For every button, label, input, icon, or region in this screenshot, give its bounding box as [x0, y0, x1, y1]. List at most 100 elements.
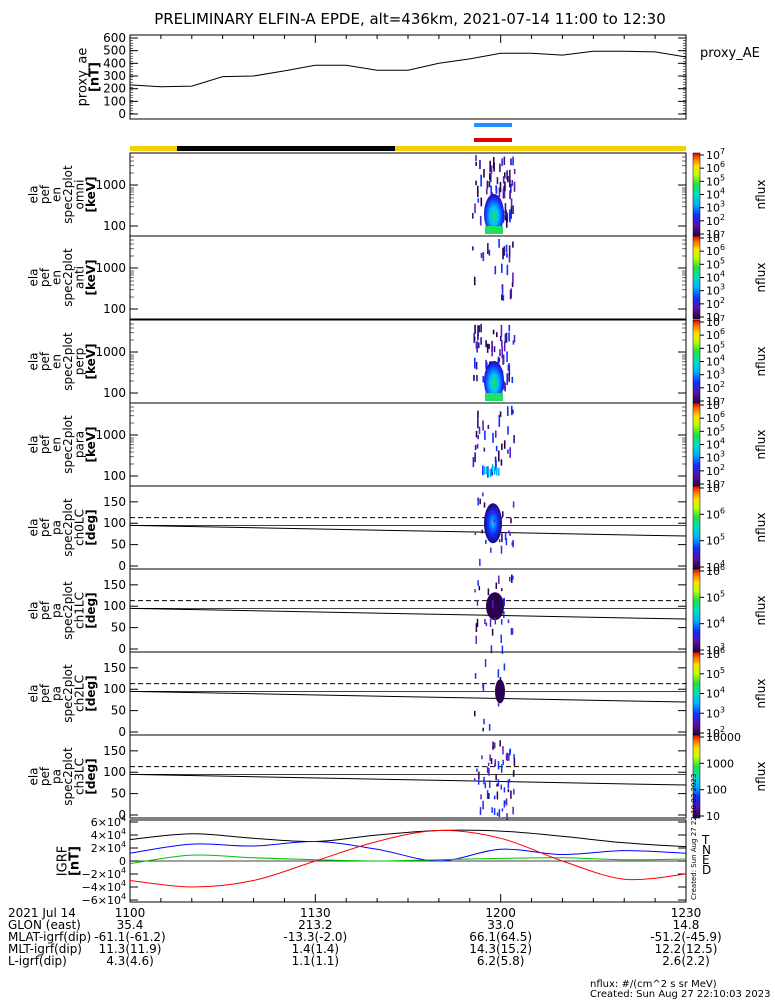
flux-streak — [490, 758, 493, 765]
flux-streak — [475, 341, 478, 349]
flux-streak — [511, 282, 514, 288]
flux-streak — [473, 374, 475, 381]
flux-streak — [477, 325, 479, 336]
flux-streak — [508, 778, 511, 783]
colorbar-tick-label: 105 — [706, 666, 725, 681]
flux-streak — [501, 443, 503, 450]
axis-row-value: 6.2(5.8) — [476, 954, 525, 968]
colorbar-label: nflux — [754, 263, 768, 293]
axis-row-value: 1230 — [670, 906, 702, 920]
flux-streak — [480, 253, 483, 258]
flux-streak — [501, 588, 503, 592]
flux-streak — [489, 174, 491, 179]
ytick-label: 150 — [103, 495, 126, 509]
ytick-label: 1000 — [95, 428, 126, 442]
ytick-label: 50 — [111, 621, 126, 635]
flux-streak — [509, 169, 511, 181]
flux-streak — [490, 185, 492, 198]
colorbar-tick-label: 10 — [706, 478, 720, 491]
flux-streak — [493, 519, 496, 523]
flux-streak — [494, 265, 497, 275]
flux-streak — [499, 677, 502, 686]
flux-streak — [504, 800, 506, 805]
flux-streak — [496, 177, 499, 185]
flux-streak — [473, 357, 476, 369]
flux-streak — [503, 185, 505, 192]
flux-blob — [495, 679, 505, 704]
colorbar-tick-label: 104 — [706, 437, 725, 452]
axis-row-value: 4.3(4.6) — [106, 954, 154, 968]
flux-streak — [488, 767, 490, 776]
colorbar-tick-label: 105 — [706, 340, 725, 355]
ae-ytick-label: 300 — [103, 69, 126, 83]
flux-streak — [503, 341, 506, 352]
ytick-label: 50 — [111, 538, 126, 552]
flux-streak — [509, 447, 511, 458]
flux-streak — [490, 547, 492, 553]
flux-streak — [502, 746, 504, 755]
flux-streak — [504, 333, 507, 344]
flux-streak — [502, 295, 505, 301]
ytick-label: 150 — [103, 578, 126, 592]
flux-streak — [473, 276, 476, 286]
colorbar-tick-label: 10000 — [706, 731, 741, 744]
flux-streak — [500, 784, 503, 790]
flux-streak — [512, 575, 514, 580]
colorbar-tick-label: 104 — [706, 270, 725, 285]
flux-streak — [507, 789, 510, 793]
colorbar-label: nflux — [754, 679, 768, 709]
flux-streak — [509, 531, 511, 536]
panel-ylabel: elapefpaspec2plotch3LC[deg] — [26, 747, 98, 806]
side-timestamp: Created: Sun Aug 27 22:10:03 2023 — [690, 774, 698, 900]
energy-panel-para: 1001000elapefenspec2plotpara[keV]1010210… — [26, 397, 768, 491]
flux-streak — [505, 798, 508, 806]
colorbar-tick-label: 103 — [706, 200, 725, 215]
panel-frame — [129, 734, 687, 819]
flux-streak — [497, 703, 500, 707]
flux-blob — [484, 503, 502, 544]
flux-streak — [504, 382, 506, 392]
flux-streak — [491, 510, 494, 515]
axis-row-value: 12.2(12.5) — [654, 942, 718, 956]
flux-streak — [499, 349, 501, 357]
flux-streak — [511, 628, 514, 635]
ytick-label: 1000 — [95, 261, 126, 275]
flux-streak — [502, 188, 505, 199]
colorbar-tick-label: 1000 — [706, 757, 734, 770]
flux-streak — [511, 376, 514, 384]
flux-blob — [484, 194, 504, 234]
ae-ytick-label: 500 — [103, 44, 126, 58]
flux-streak — [474, 672, 477, 679]
colorbar-tick-label: 100 — [706, 784, 727, 797]
panel-ylabel: elapefenspec2plotperp[keV] — [26, 332, 98, 391]
ae-ytick-label: 400 — [103, 56, 126, 70]
flux-streak — [500, 324, 503, 337]
flux-streak — [483, 718, 485, 725]
flux-streak — [495, 582, 498, 589]
flux-streak — [493, 795, 496, 800]
flux-streak — [492, 464, 494, 473]
flux-streak — [501, 533, 503, 543]
colorbar-5 — [692, 485, 701, 570]
energy-spectrogram-panels: 1001000elapefenspec2plotomni[keV]1010210… — [26, 147, 768, 491]
flux-streak — [486, 766, 489, 774]
axis-row-value: 14.3(15.2) — [469, 942, 533, 956]
flux-streak — [475, 430, 478, 438]
axis-row-label: MLT-igrf(dip) — [8, 942, 82, 956]
flux-streak — [505, 753, 508, 761]
flux-streak — [508, 255, 511, 263]
flux-streak — [477, 342, 480, 349]
colorbar-tick-label: 105 — [706, 533, 725, 548]
pa-panel-ch0: 0 50 100 150 elapefpaspec2plotch0LC[deg] 104 1… — [26, 480, 768, 574]
colorbar-tick-label: 103 — [706, 705, 725, 720]
flux-streak — [478, 325, 481, 333]
flux-streak — [475, 155, 477, 161]
flux-streak — [507, 619, 510, 624]
colorbar-tick-label: 104 — [706, 559, 725, 574]
flux-streak — [501, 284, 504, 295]
flux-streak — [477, 418, 479, 429]
flux-streak — [474, 203, 476, 214]
flux-streak — [483, 776, 485, 785]
flux-streak — [506, 351, 508, 363]
flux-streak — [498, 539, 501, 543]
